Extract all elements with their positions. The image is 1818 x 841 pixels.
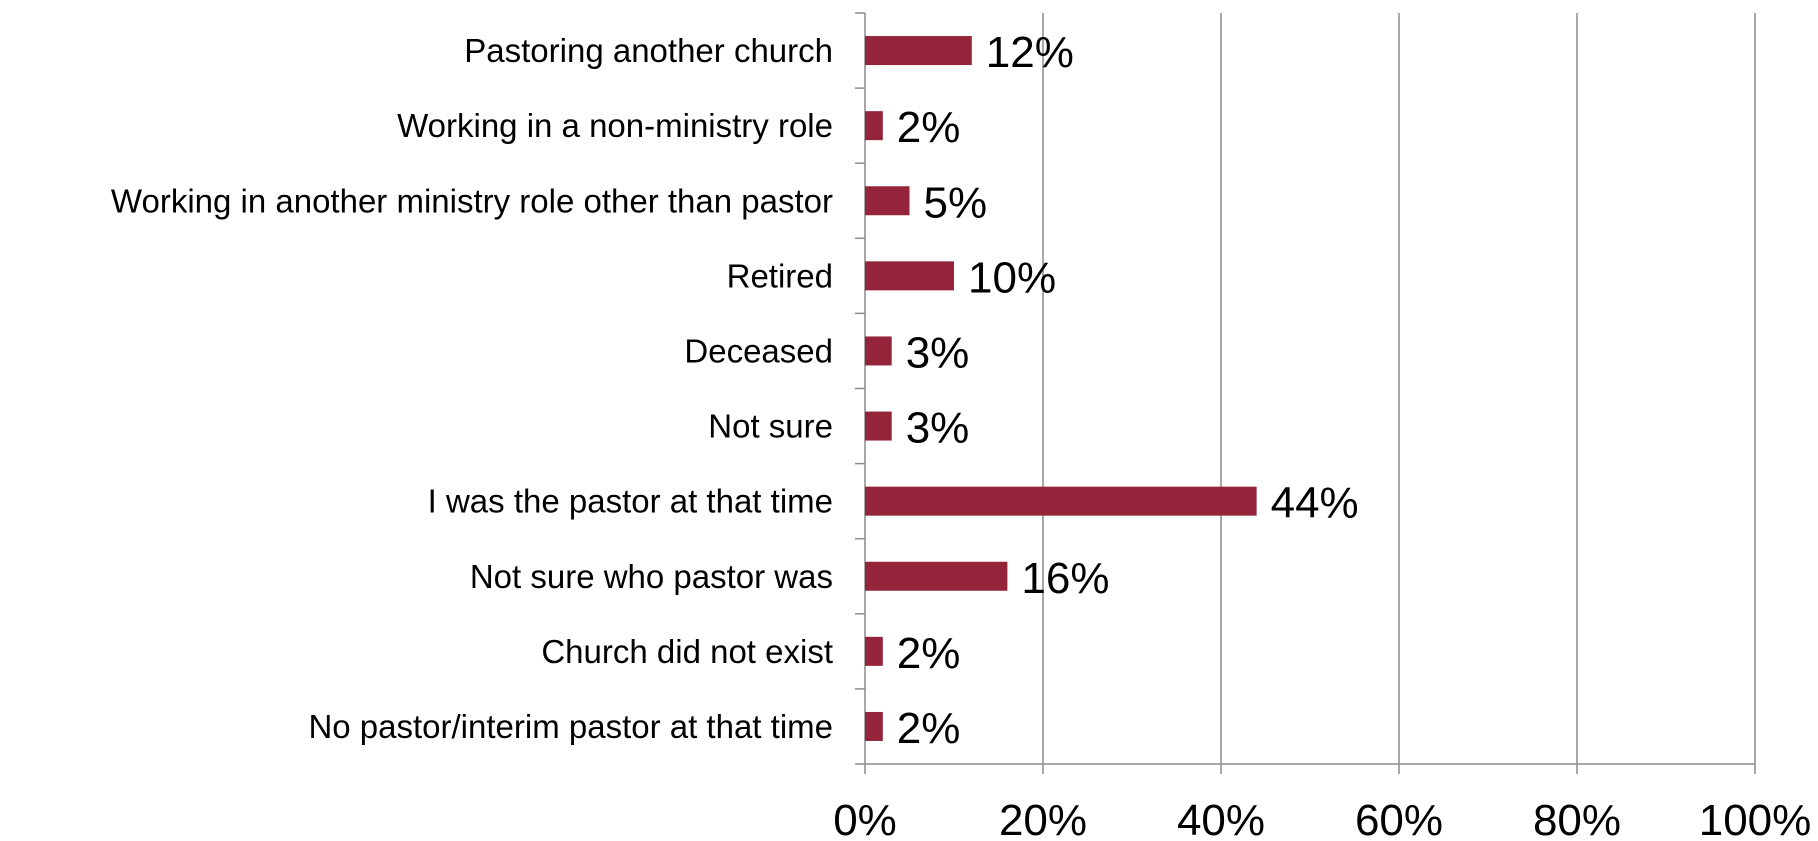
data-label-2: 2% [897,103,961,152]
bar-10 [865,711,883,741]
bar-5 [865,336,892,366]
bar-3 [865,186,910,216]
data-label-8: 16% [1021,554,1109,603]
category-label-1: Pastoring another church [464,32,833,69]
axes [855,12,1756,774]
category-label-9: Church did not exist [541,633,833,670]
data-label-10: 2% [897,704,961,753]
bars [865,36,1257,741]
category-label-3: Working in another ministry role other t… [111,182,833,219]
data-label-4: 10% [968,253,1056,302]
bar-4 [865,261,954,291]
bar-1 [865,36,972,66]
bar-9 [865,636,883,666]
x-tick-label-60: 60% [1355,796,1443,841]
category-label-7: I was the pastor at that time [428,483,833,520]
x-tick-label-0: 0% [833,796,897,841]
bar-8 [865,561,1008,591]
data-label-6: 3% [906,404,970,453]
category-label-8: Not sure who pastor was [470,558,833,595]
category-label-10: No pastor/interim pastor at that time [308,708,833,745]
x-tick-label-100: 100% [1699,796,1812,841]
x-tick-label-20: 20% [999,796,1087,841]
labels: Pastoring another church 12% Working in a … [111,28,1811,841]
data-label-5: 3% [906,328,970,377]
category-label-2: Working in a non-ministry role [397,107,833,144]
x-tick-label-40: 40% [1177,796,1265,841]
data-label-1: 12% [986,28,1074,77]
gridlines [1042,13,1756,764]
category-label-6: Not sure [708,408,833,445]
bar-2 [865,111,883,141]
category-label-5: Deceased [684,332,833,369]
bar-7 [865,486,1257,516]
category-label-4: Retired [727,257,833,294]
bar-6 [865,411,892,441]
data-label-3: 5% [924,178,988,227]
x-tick-label-80: 80% [1533,796,1621,841]
data-label-9: 2% [897,629,961,678]
data-label-7: 44% [1271,479,1359,528]
